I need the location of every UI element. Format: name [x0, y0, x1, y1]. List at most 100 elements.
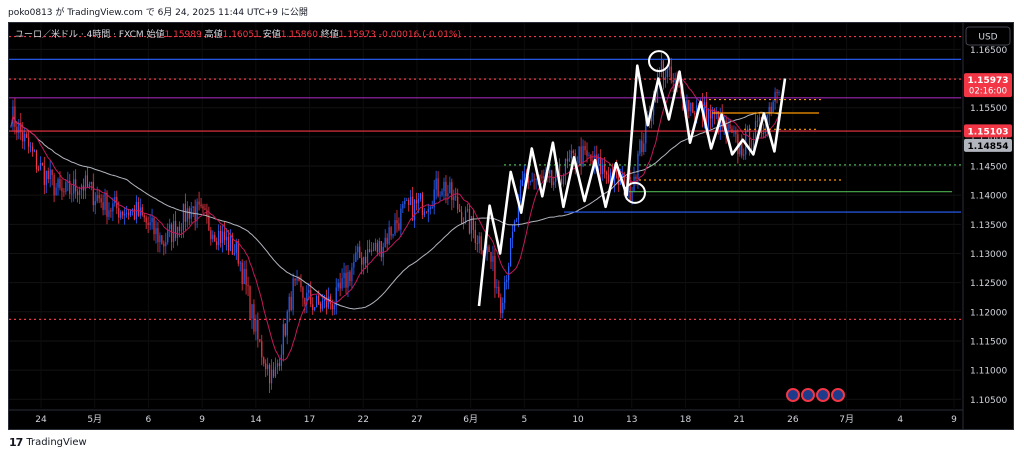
y-tick-label: 1.11000	[970, 367, 1007, 377]
candle-body	[141, 207, 143, 216]
candle-body	[65, 182, 67, 192]
candle-body	[223, 231, 226, 241]
candle-body	[151, 217, 153, 223]
candle-body	[186, 208, 188, 222]
eu-flag-icon	[831, 388, 845, 402]
candle-body	[102, 202, 104, 210]
candle-body	[133, 208, 136, 220]
candle-body	[562, 175, 565, 185]
candle-body	[674, 80, 676, 83]
candle-body	[605, 172, 608, 175]
candle-body	[280, 354, 282, 367]
candle-body	[635, 176, 637, 179]
candle-body	[376, 242, 378, 253]
candle-body	[125, 212, 128, 214]
candle-body	[288, 296, 290, 312]
candle-body	[486, 246, 488, 254]
candle-body	[218, 230, 220, 246]
candle-body	[41, 162, 43, 166]
candle-body	[90, 181, 92, 185]
candle-body	[609, 172, 612, 182]
candle-body	[124, 213, 126, 216]
candle-body	[713, 109, 715, 115]
candle-body	[104, 192, 106, 210]
candle-body	[108, 210, 110, 217]
candle-body	[276, 363, 279, 367]
candle-body	[584, 145, 586, 151]
candle-body	[388, 227, 390, 244]
candle-body	[69, 180, 71, 194]
candle-body	[429, 207, 431, 210]
candle-body	[419, 193, 422, 200]
candle-body	[106, 192, 108, 217]
candle-body	[272, 369, 275, 377]
candle-body	[331, 303, 333, 310]
candle-body	[496, 286, 498, 288]
y-tick-label: 1.11500	[970, 337, 1007, 347]
candle-body	[49, 169, 51, 180]
candle-body	[617, 170, 619, 185]
candle-body	[29, 146, 32, 148]
candle-body	[31, 146, 34, 152]
candle-body	[94, 201, 96, 206]
candle-body	[572, 150, 574, 154]
candle-body	[349, 271, 351, 282]
candle-body	[774, 92, 776, 102]
candle-body	[474, 229, 476, 243]
candle-body	[756, 121, 759, 123]
candle-body	[672, 80, 674, 83]
candle-body	[735, 130, 737, 135]
candle-body	[737, 134, 739, 155]
candle-body	[582, 145, 584, 166]
candle-body	[96, 195, 98, 202]
candle-body	[480, 236, 482, 251]
candle-body	[245, 268, 247, 285]
y-tick-label: 1.15000	[970, 133, 1007, 143]
candle-body	[776, 92, 778, 94]
candle-body	[619, 177, 621, 185]
candle-body	[145, 217, 147, 223]
y-tick-label: 1.12000	[970, 308, 1007, 318]
candle-body	[357, 246, 359, 253]
high-marker-circle	[648, 50, 670, 73]
candle-body	[180, 230, 183, 232]
price-chart[interactable]: 1.165001.160001.155001.150001.145001.140…	[9, 23, 1013, 429]
candle-body	[306, 292, 308, 304]
candle-body	[51, 169, 53, 175]
candle-body	[651, 115, 653, 122]
candle-body	[347, 271, 349, 288]
candle-body	[37, 169, 40, 170]
y-tick-label: 1.12500	[970, 279, 1007, 289]
candle-body	[741, 142, 743, 156]
candle-body	[176, 226, 179, 238]
candle-body	[762, 133, 764, 134]
candle-body	[63, 191, 65, 193]
x-tick-label: 18	[680, 415, 692, 425]
candle-body	[35, 150, 38, 170]
candle-body	[345, 272, 347, 288]
candle-body	[666, 70, 668, 78]
candle-body	[153, 217, 155, 235]
candle-body	[259, 339, 261, 342]
candle-body	[98, 195, 100, 199]
candle-body	[553, 181, 555, 186]
candle-body	[558, 164, 561, 179]
candle-body	[398, 223, 400, 230]
candle-body	[643, 143, 645, 153]
candle-body	[425, 211, 427, 213]
candle-body	[129, 210, 132, 216]
candle-body	[286, 311, 288, 336]
candle-body	[55, 187, 57, 196]
candle-body	[100, 198, 102, 203]
candle-body	[22, 132, 24, 142]
candle-body	[329, 296, 331, 304]
currency-label: USD	[978, 33, 997, 43]
price-badge-value: 1.15973	[968, 76, 1009, 86]
candle-body	[169, 224, 171, 230]
chart-frame[interactable]: 1.165001.160001.155001.150001.145001.140…	[8, 22, 1014, 430]
candle-body	[410, 196, 412, 206]
y-tick-label: 1.10500	[970, 396, 1007, 406]
candle-body	[319, 303, 322, 309]
candle-body	[327, 296, 329, 308]
chart-legend: ユーロ／米ドル · 4時間 · FXCM 始値1.15989 高値1.16051…	[15, 28, 461, 40]
